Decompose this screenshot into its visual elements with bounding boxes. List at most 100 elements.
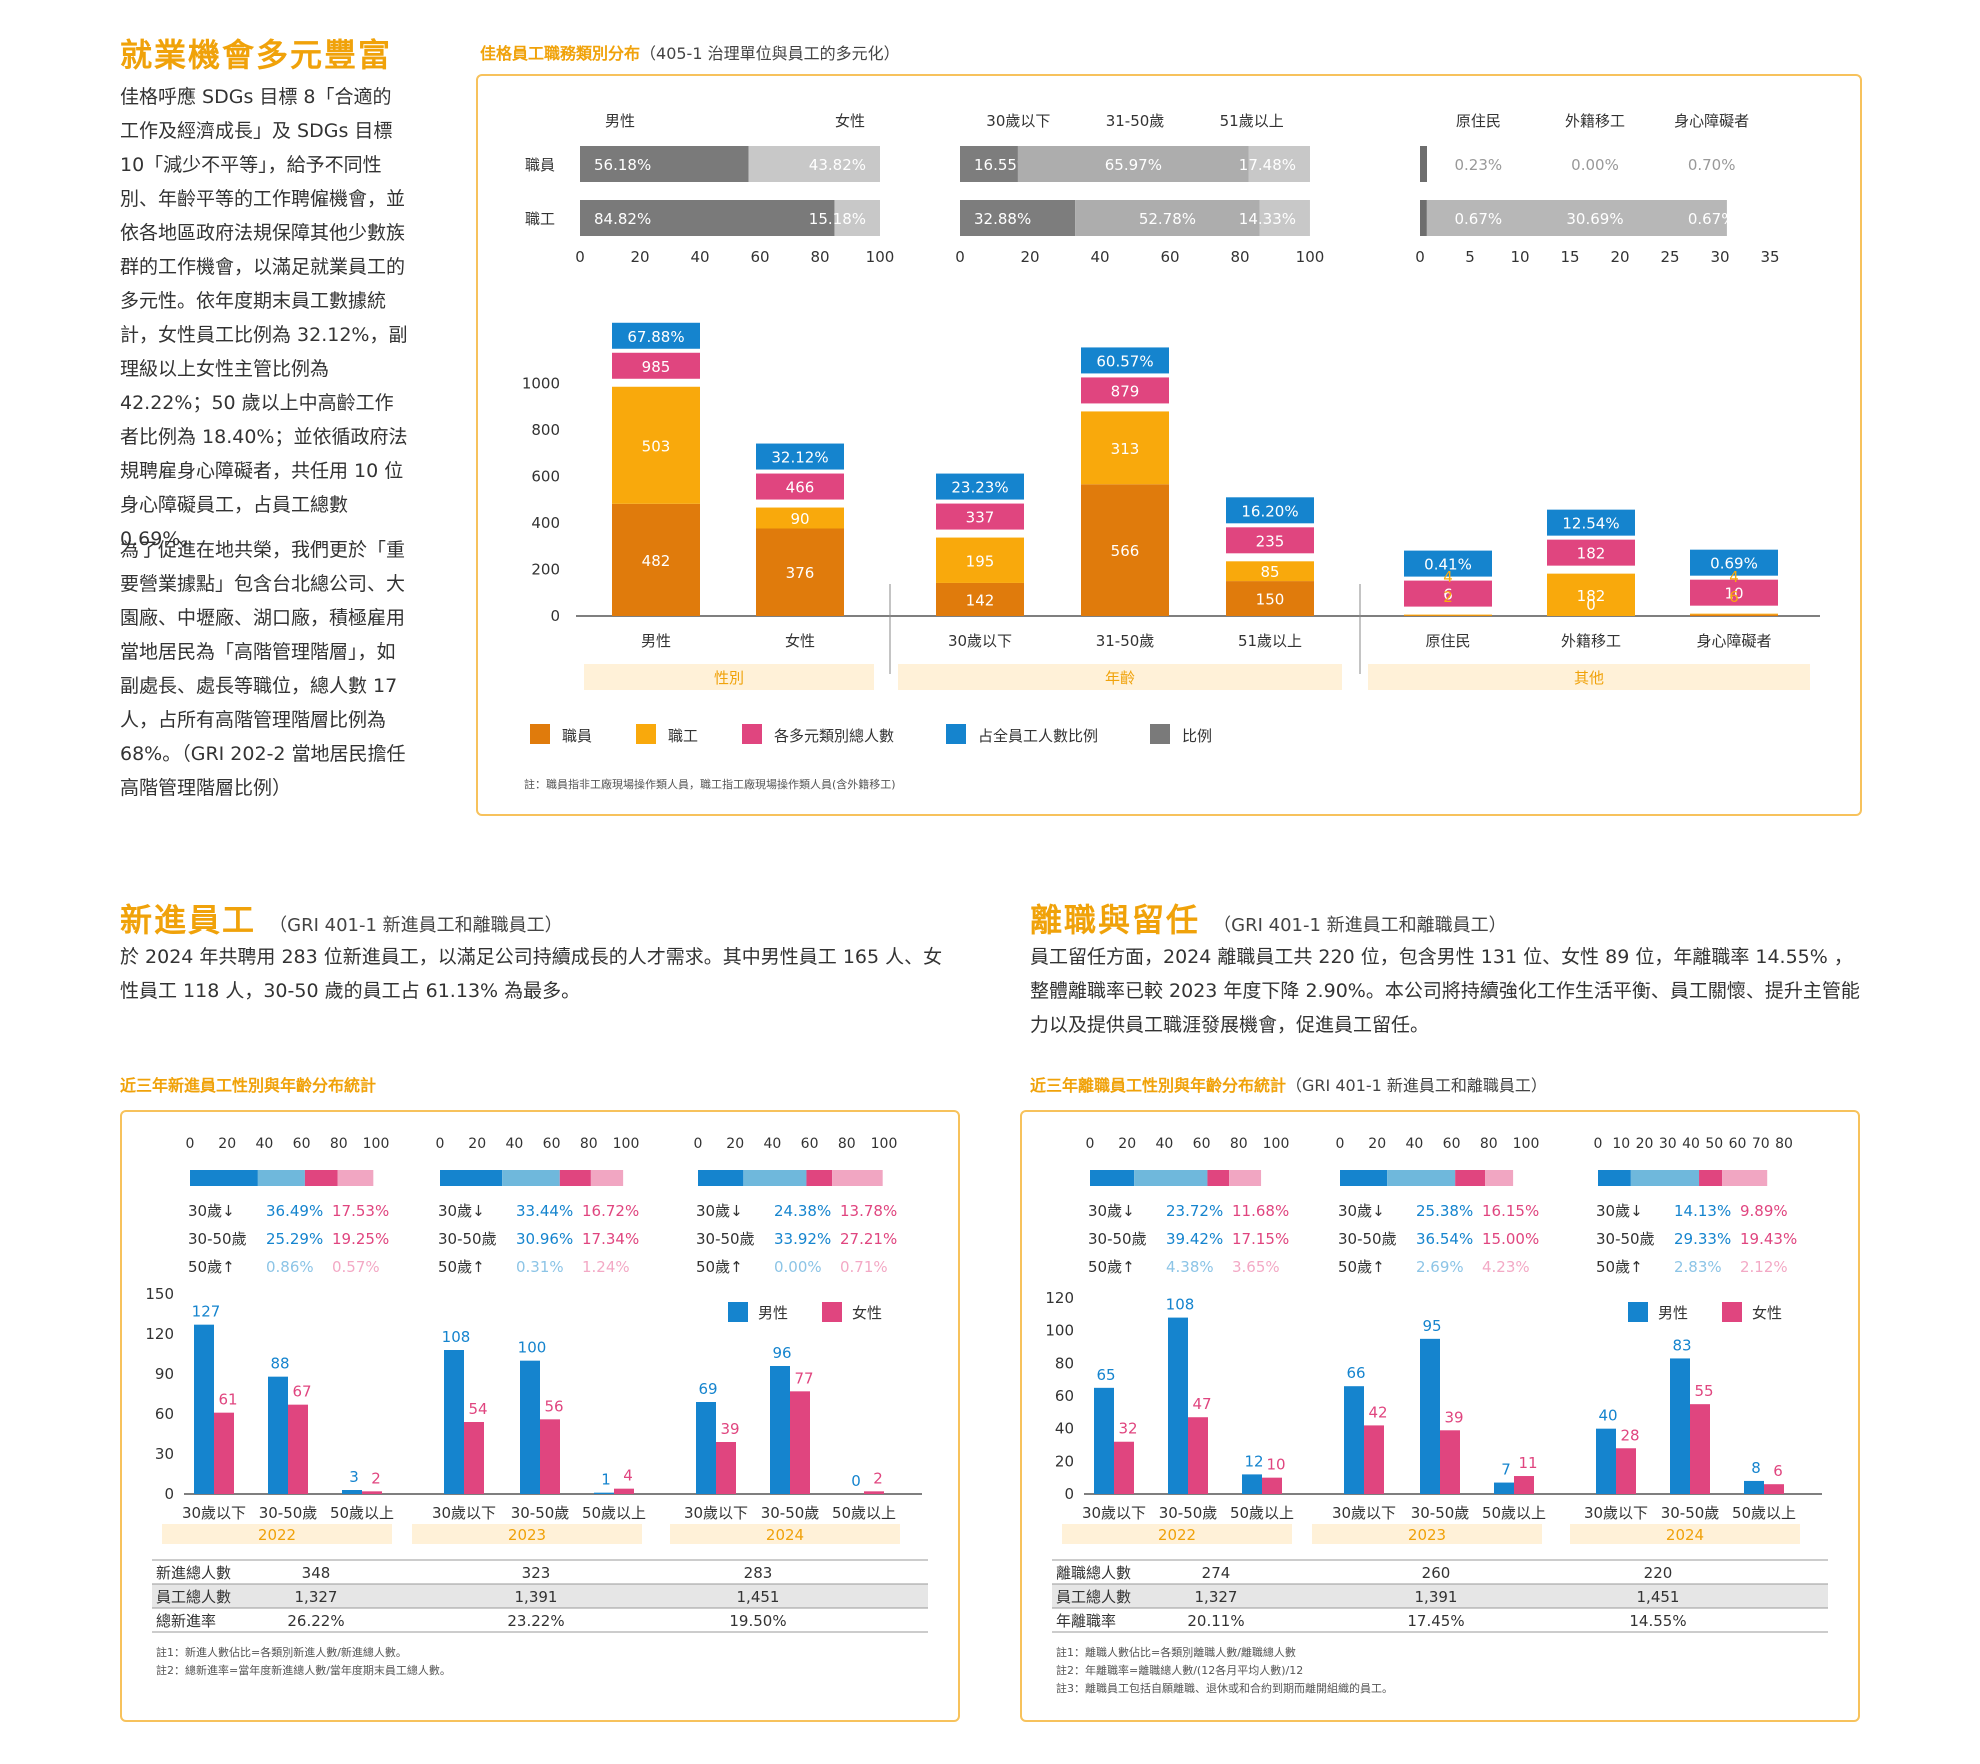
bar-male-value: 100 xyxy=(518,1339,547,1357)
bar-male-value: 95 xyxy=(1422,1317,1441,1335)
turnover-chart-caption-main: 近三年離職員工性別與年齡分布統計 xyxy=(1030,1076,1287,1095)
bar-female xyxy=(288,1404,308,1494)
count-percent-box xyxy=(1081,347,1169,374)
table-cell: 23.22% xyxy=(507,1612,564,1630)
ratio-row-label: 30-50歲 xyxy=(1338,1230,1397,1248)
chart-note: 註2：年離職率=離職總人數/(12各月平均人數)/12 xyxy=(1056,1663,1303,1677)
turnover-body: 員工留任方面，2024 離職員工共 220 位，包含男性 131 位、女性 89… xyxy=(1030,946,1860,1036)
diversity-chart-card: 職員 職工 男性 女性 0 20 40 60 80 100 56.18% 43.82% 84.82% 15… xyxy=(476,74,1862,816)
group-band xyxy=(898,664,1342,690)
ratio-tick-1-3: 60 xyxy=(1160,248,1179,266)
bar-male-value: 12 xyxy=(1244,1452,1263,1470)
bar-female xyxy=(864,1491,884,1494)
count-percent-label: 23.23% xyxy=(951,479,1008,497)
ratio-label-0-1-0: 84.82% xyxy=(594,210,651,228)
bar-male xyxy=(1168,1317,1188,1494)
count-worker-label: 182 xyxy=(1577,587,1606,605)
ratio-row-female: 11.68% xyxy=(1232,1202,1289,1220)
ratio-tick: 70 xyxy=(1752,1136,1770,1152)
ratio-tick: 0 xyxy=(1086,1136,1095,1152)
table-cell: 1,451 xyxy=(737,1588,780,1606)
bar-male xyxy=(1344,1386,1364,1494)
ratio-row-male: 36.54% xyxy=(1416,1230,1473,1248)
ratio-label-1-1-0: 32.88% xyxy=(974,210,1031,228)
ratio-label-2-1-0: 0.67% xyxy=(1455,210,1503,228)
year-band xyxy=(1062,1524,1292,1544)
ratio-tick: 40 xyxy=(505,1136,523,1152)
bar-female-value: 77 xyxy=(794,1369,813,1387)
legend-male-label: 男性 xyxy=(1658,1304,1688,1322)
ratio-tick: 100 xyxy=(363,1136,390,1152)
table-cell: 年離職率 xyxy=(1056,1612,1116,1630)
ratio-tick-0-1: 20 xyxy=(630,248,649,266)
table-cell: 員工總人數 xyxy=(1056,1588,1131,1606)
bar-female-value: 28 xyxy=(1620,1426,1639,1444)
table-cell: 新進總人數 xyxy=(156,1564,231,1582)
bar-category-label: 30-50歲 xyxy=(1159,1504,1218,1522)
bar-ytick: 60 xyxy=(155,1405,174,1423)
bar-male xyxy=(1596,1428,1616,1494)
ratio-row-male: 0.86% xyxy=(266,1258,314,1276)
count-total-box xyxy=(936,503,1024,530)
ratio-label-2-1-1: 30.69% xyxy=(1566,210,1623,228)
table-cell: 14.55% xyxy=(1629,1612,1686,1630)
table-cell: 323 xyxy=(522,1564,551,1582)
bar-male xyxy=(1744,1480,1764,1494)
bar-male xyxy=(342,1490,362,1494)
bar-female-value: 39 xyxy=(720,1420,739,1438)
ratio-segment xyxy=(1387,1170,1456,1186)
ratio-header-0-1: 女性 xyxy=(835,112,865,130)
ratio-header-1-2: 51歲以上 xyxy=(1220,112,1284,130)
ratio-segment xyxy=(1229,1170,1262,1186)
diversity-paragraph-2: 為了促進在地共榮，我們更於「重要營業據點」包含台北總公司、大園廠、中壢廠、湖口廠… xyxy=(120,539,406,799)
ratio-label-1-1-1: 52.78% xyxy=(1139,210,1196,228)
year-band-label: 2022 xyxy=(258,1526,296,1544)
ratio-segment xyxy=(1485,1170,1514,1186)
ratio-tick: 40 xyxy=(255,1136,273,1152)
ratio-tick-1-4: 80 xyxy=(1230,248,1249,266)
bar-male xyxy=(696,1402,716,1494)
ratio-tick: 20 xyxy=(1368,1136,1386,1152)
ratio-row-male: 24.38% xyxy=(774,1202,831,1220)
ratio-header-2-1: 外籍移工 xyxy=(1565,112,1625,130)
year-band xyxy=(1312,1524,1542,1544)
table-cell: 20.11% xyxy=(1187,1612,1244,1630)
count-total-box xyxy=(1404,580,1492,607)
bar-male-value: 1 xyxy=(601,1471,611,1489)
count-staff-label: 6 xyxy=(1729,588,1739,606)
table-cell: 1,327 xyxy=(1195,1588,1238,1606)
ratio-label-2-1-2: 0.67% xyxy=(1688,210,1736,228)
ratio-row-male: 23.72% xyxy=(1166,1202,1223,1220)
ratio-label-2-0-1: 0.00% xyxy=(1571,156,1619,174)
turnover-title-sub: （GRI 401-1 新進員工和離職員工） xyxy=(1213,915,1507,936)
count-ytick-2: 400 xyxy=(531,514,560,532)
count-staff-label: 2 xyxy=(1443,588,1453,606)
legend-label: 職員 xyxy=(562,727,592,745)
bar-female xyxy=(1364,1425,1384,1494)
ratio-tick: 50 xyxy=(1705,1136,1723,1152)
group-band xyxy=(584,664,874,690)
ratio-segment xyxy=(1340,1170,1388,1186)
year-band-label: 2023 xyxy=(1408,1526,1446,1544)
legend-male-swatch xyxy=(1628,1302,1648,1322)
ratio-tick-2-7: 35 xyxy=(1760,248,1779,266)
group-band-label: 年齡 xyxy=(1105,669,1135,687)
bar-female-value: 56 xyxy=(544,1397,563,1415)
turnover-card: 0 20 40 60 80 100 30歲↓ 23.72% 11.68% 30-50歲 39.42%… xyxy=(1020,1110,1860,1722)
ratio-row-female: 0.71% xyxy=(840,1258,888,1276)
bar-category-label: 30歲以下 xyxy=(432,1504,496,1522)
table-cell: 220 xyxy=(1644,1564,1673,1582)
ratio-tick-1-1: 20 xyxy=(1020,248,1039,266)
ratio-tick: 0 xyxy=(186,1136,195,1152)
new-hires-title: 新進員工 xyxy=(120,901,257,939)
count-ytick-1: 200 xyxy=(531,560,560,578)
count-worker-label: 4 xyxy=(1729,568,1739,586)
count-category-label: 31-50歲 xyxy=(1096,632,1155,650)
ratio-row-male: 33.44% xyxy=(516,1202,573,1220)
count-percent-label: 60.57% xyxy=(1096,352,1153,370)
count-percent-label: 16.20% xyxy=(1241,502,1298,520)
legend-female-label: 女性 xyxy=(1752,1304,1782,1322)
count-total-box xyxy=(1690,579,1778,606)
bar-female xyxy=(1440,1430,1460,1494)
